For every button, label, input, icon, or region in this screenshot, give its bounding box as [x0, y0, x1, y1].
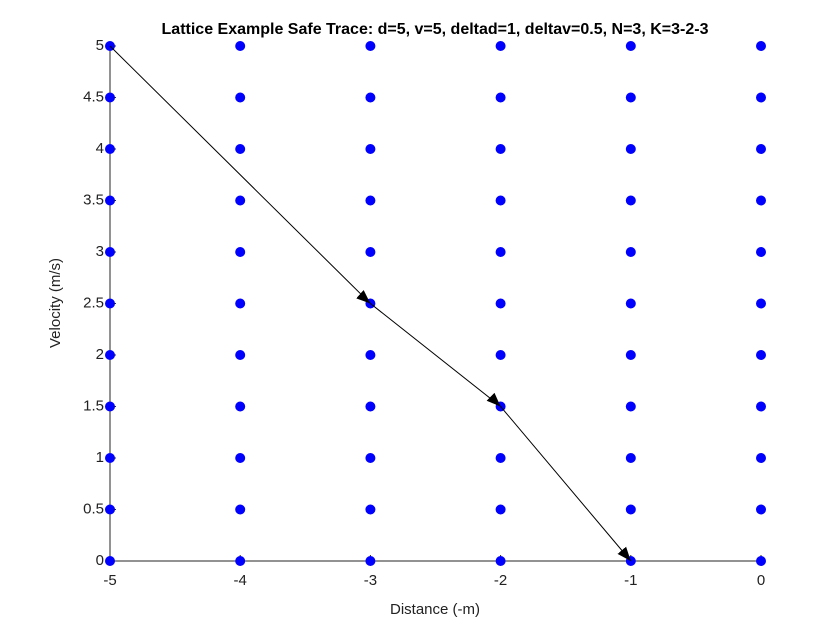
lattice-point [365, 453, 376, 463]
lattice-point [625, 350, 636, 360]
chart-title: Lattice Example Safe Trace: d=5, v=5, de… [162, 21, 709, 38]
lattice-point [235, 298, 246, 309]
x-tick-label: -3 [364, 572, 377, 589]
lattice-point [495, 298, 506, 309]
lattice-point [105, 401, 115, 412]
lattice-point [365, 144, 376, 154]
lattice-point [756, 247, 766, 257]
y-tick-label: 4.5 [83, 88, 104, 105]
lattice-point [756, 92, 766, 103]
lattice-point [235, 195, 246, 206]
lattice-point [105, 92, 115, 103]
y-axis-label: Velocity (m/s) [47, 258, 64, 348]
lattice-point [756, 298, 766, 309]
lattice-point [235, 401, 246, 412]
lattice-point [495, 92, 506, 103]
lattice-point [756, 195, 766, 206]
x-tick-label: -4 [234, 572, 247, 589]
lattice-point [495, 504, 506, 515]
lattice-point [365, 195, 376, 206]
lattice-point [625, 401, 636, 412]
lattice-point [235, 144, 246, 154]
lattice-point [625, 92, 636, 103]
lattice-point [495, 556, 506, 566]
lattice-point [495, 350, 506, 360]
lattice-point [235, 556, 246, 566]
lattice-point [235, 92, 246, 103]
lattice-point [105, 144, 115, 154]
lattice-point [365, 401, 376, 412]
x-tick-label: -5 [103, 572, 116, 589]
lattice-point [365, 556, 376, 566]
y-tick-label: 1 [96, 449, 104, 466]
lattice-point [495, 247, 506, 257]
lattice-point [625, 504, 636, 515]
lattice-point [495, 144, 506, 154]
y-tick-label: 1.5 [83, 397, 104, 414]
y-tick-label: 2 [96, 346, 104, 363]
lattice-point [625, 144, 636, 154]
lattice-point [105, 453, 115, 463]
y-tick-label: 3 [96, 243, 104, 260]
y-tick-label: 4 [96, 140, 104, 157]
y-tick-label: 3.5 [83, 191, 104, 208]
lattice-point [365, 247, 376, 257]
x-tick-label: 0 [757, 572, 765, 589]
lattice-point [495, 195, 506, 206]
y-tick-label: 2.5 [83, 294, 104, 311]
lattice-point [105, 247, 115, 257]
lattice-point [235, 453, 246, 463]
lattice-point [365, 350, 376, 360]
lattice-point [756, 504, 766, 515]
lattice-point [625, 195, 636, 206]
y-tick-label: 0 [96, 552, 104, 569]
lattice-point [365, 92, 376, 103]
lattice-point [365, 41, 376, 51]
x-axis-label: Distance (-m) [390, 601, 480, 618]
lattice-point [756, 401, 766, 412]
x-tick-label: -1 [624, 572, 637, 589]
lattice-point [105, 504, 115, 515]
lattice-point [756, 453, 766, 463]
lattice-point [625, 41, 636, 51]
y-tick-label: 5 [96, 37, 104, 54]
lattice-point [105, 195, 115, 206]
lattice-point [235, 350, 246, 360]
lattice-point [105, 298, 115, 309]
lattice-point [235, 41, 246, 51]
x-tick-label: -2 [494, 572, 507, 589]
lattice-point [365, 504, 376, 515]
trace-line [109, 45, 632, 562]
lattice-point [105, 556, 115, 566]
lattice-point [235, 247, 246, 257]
lattice-point [625, 247, 636, 257]
lattice-point [495, 453, 506, 463]
lattice-point [756, 556, 766, 566]
lattice-point [105, 350, 115, 360]
lattice-point [495, 41, 506, 51]
lattice-point [625, 453, 636, 463]
y-tick-label: 0.5 [83, 500, 104, 517]
lattice-point [235, 504, 246, 515]
lattice-point [756, 41, 766, 51]
lattice-point [756, 144, 766, 154]
lattice-point [756, 350, 766, 360]
lattice-point [625, 298, 636, 309]
